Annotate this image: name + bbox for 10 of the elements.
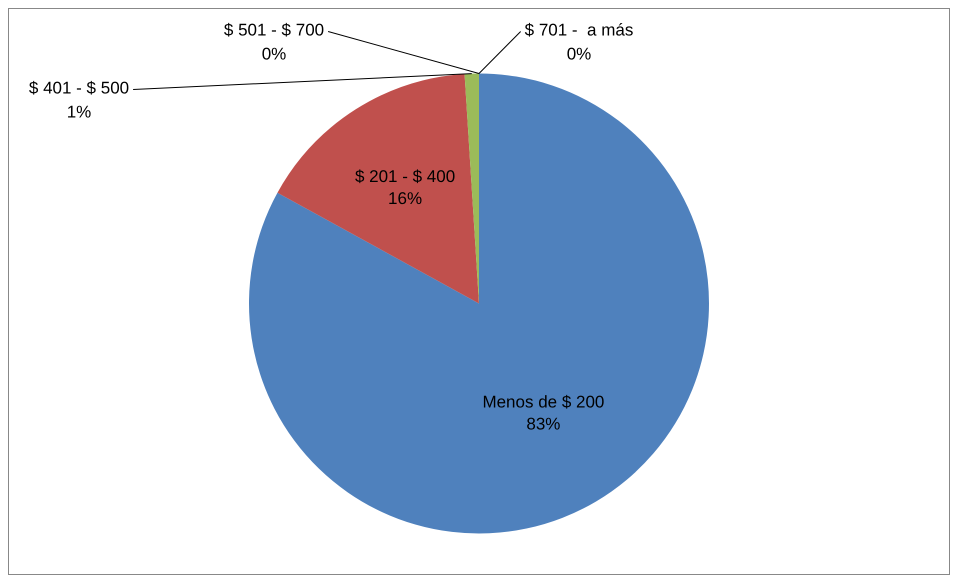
category-label: $ 501 - $ 700 (224, 20, 324, 40)
category-label: $ 701 - a más (524, 20, 634, 40)
slice-label: $ 201 - $ 400 (354, 166, 456, 186)
text: 0% (566, 44, 592, 64)
slice-label: $ 401 - $ 500 (28, 78, 130, 98)
slice-label: Menos de $ 200 (482, 392, 604, 412)
data-label: 83% (526, 414, 560, 434)
data-label: 16% (388, 188, 422, 208)
data-label: 1% (66, 102, 92, 122)
text: 0% (262, 44, 286, 64)
